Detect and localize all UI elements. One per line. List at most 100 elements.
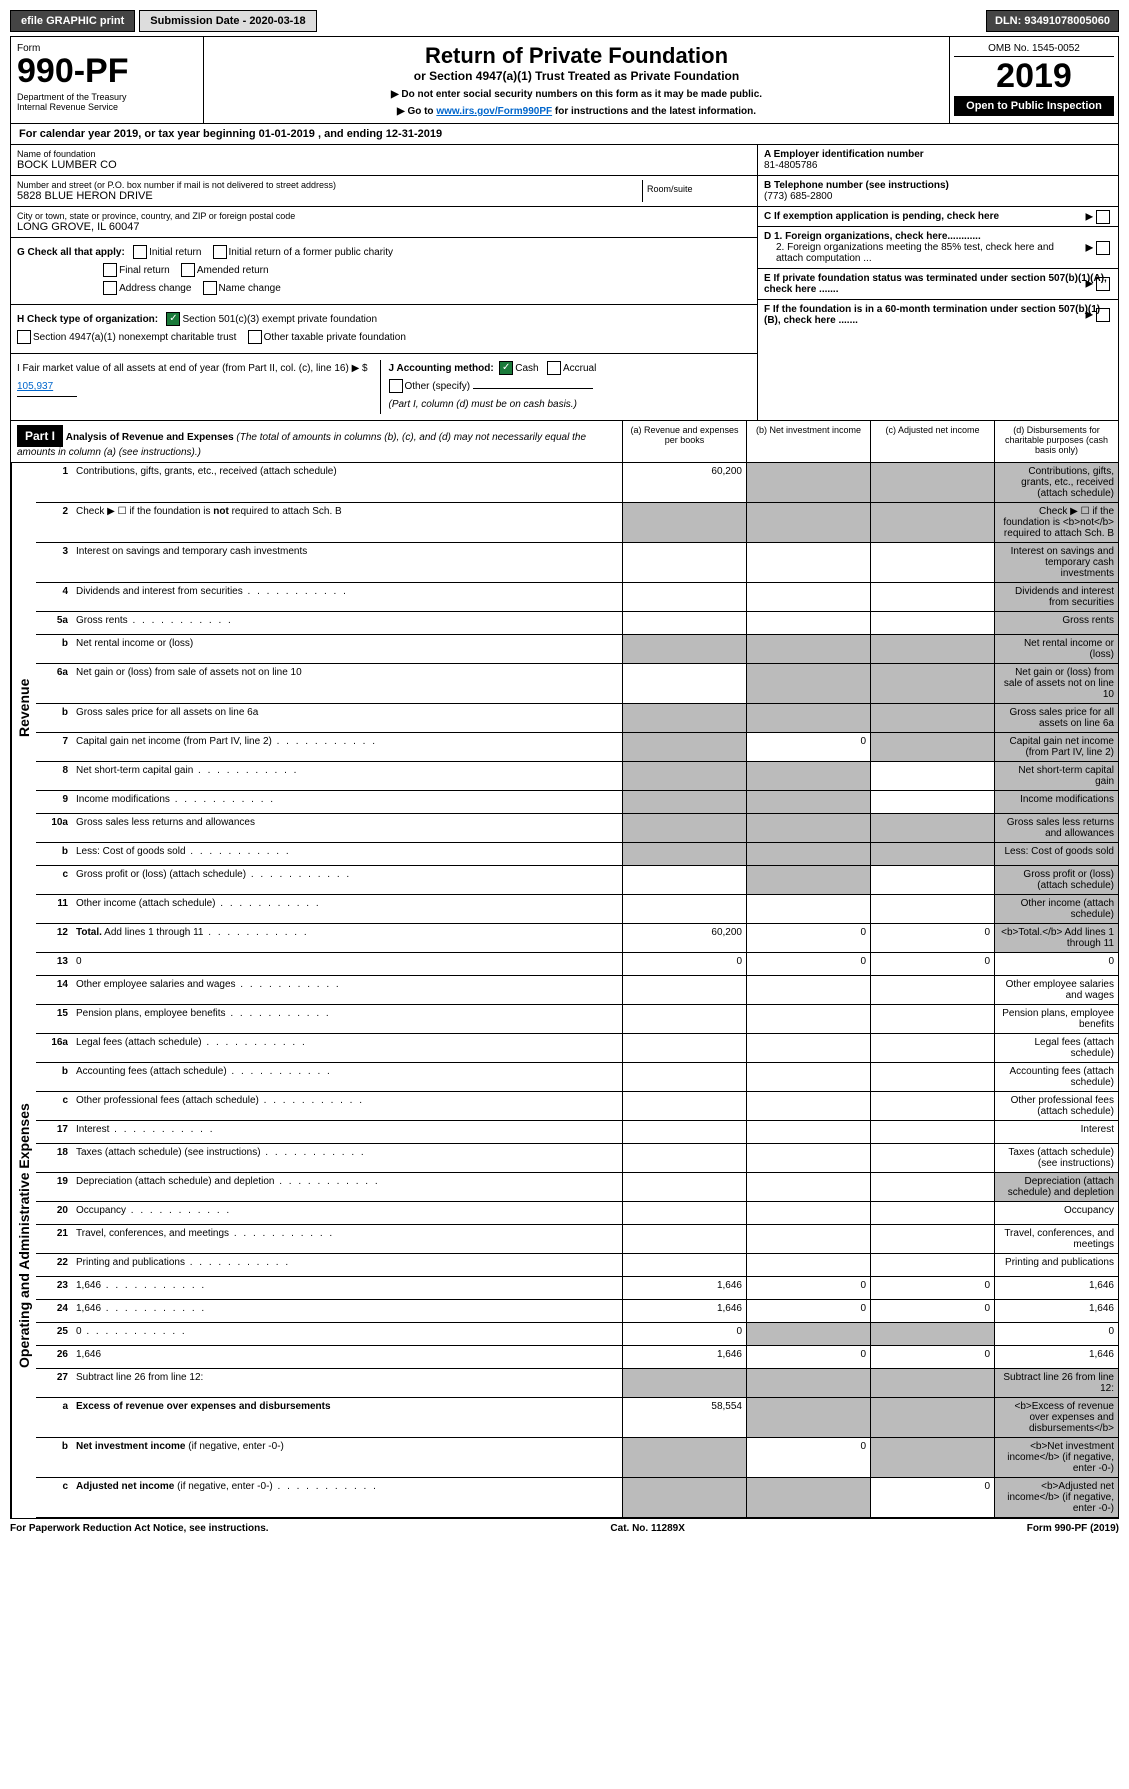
chk-final-return[interactable] xyxy=(103,263,117,277)
cell-a xyxy=(622,543,746,582)
chk-address-change[interactable] xyxy=(103,281,117,295)
cell-b xyxy=(746,635,870,663)
cell-d: Other professional fees (attach schedule… xyxy=(994,1092,1118,1120)
cell-b: 0 xyxy=(746,1277,870,1299)
cell-a xyxy=(622,1063,746,1091)
h-item-1: Section 501(c)(3) exempt private foundat… xyxy=(182,314,377,325)
row-num: 11 xyxy=(36,895,72,923)
section-g: G Check all that apply: Initial return I… xyxy=(11,238,757,305)
cell-b xyxy=(746,976,870,1004)
g-item-4: Address change xyxy=(119,283,191,294)
cell-d: 1,646 xyxy=(994,1346,1118,1368)
section-ij: I Fair market value of all assets at end… xyxy=(11,354,757,420)
cell-d: Net gain or (loss) from sale of assets n… xyxy=(994,664,1118,703)
cell-d: Net short-term capital gain xyxy=(994,762,1118,790)
chk-initial-return[interactable] xyxy=(133,245,147,259)
cell-a: 1,646 xyxy=(622,1346,746,1368)
chk-c[interactable] xyxy=(1096,210,1110,224)
j-accrual: Accrual xyxy=(563,363,596,374)
submission-date: Submission Date - 2020-03-18 xyxy=(139,10,316,32)
cell-c xyxy=(870,1225,994,1253)
chk-other-taxable[interactable] xyxy=(248,330,262,344)
row-desc: Gross profit or (loss) (attach schedule) xyxy=(72,866,622,894)
cell-c xyxy=(870,1173,994,1201)
e-label: E If private foundation status was termi… xyxy=(764,273,1107,295)
cell-d: Interest on savings and temporary cash i… xyxy=(994,543,1118,582)
footer-right: Form 990-PF (2019) xyxy=(1027,1523,1119,1534)
j-other: Other (specify) xyxy=(405,381,471,392)
chk-other-method[interactable] xyxy=(389,379,403,393)
table-row: 19Depreciation (attach schedule) and dep… xyxy=(36,1173,1118,1202)
g-label: G Check all that apply: xyxy=(17,247,125,258)
chk-f[interactable] xyxy=(1096,308,1110,322)
cell-c xyxy=(870,1369,994,1397)
chk-name-change[interactable] xyxy=(203,281,217,295)
cell-c xyxy=(870,1121,994,1143)
row-num: c xyxy=(36,1478,72,1517)
chk-501c3[interactable] xyxy=(166,312,180,326)
cell-a xyxy=(622,1121,746,1143)
row-desc: Accounting fees (attach schedule) xyxy=(72,1063,622,1091)
irs-link[interactable]: www.irs.gov/Form990PF xyxy=(436,106,552,117)
cell-a xyxy=(622,1005,746,1033)
cell-b xyxy=(746,1144,870,1172)
chk-4947[interactable] xyxy=(17,330,31,344)
g-item-3: Amended return xyxy=(197,265,269,276)
expenses-section: Operating and Administrative Expenses 13… xyxy=(10,953,1119,1519)
chk-amended[interactable] xyxy=(181,263,195,277)
row-num: 19 xyxy=(36,1173,72,1201)
row-num: b xyxy=(36,635,72,663)
ein-value: 81-4805786 xyxy=(764,160,817,171)
cell-b xyxy=(746,1092,870,1120)
table-row: 25000 xyxy=(36,1323,1118,1346)
row-num: 13 xyxy=(36,953,72,975)
cell-d: Gross sales price for all assets on line… xyxy=(994,704,1118,732)
chk-e[interactable] xyxy=(1096,277,1110,291)
cell-c xyxy=(870,1092,994,1120)
cell-c xyxy=(870,503,994,542)
cell-b xyxy=(746,1121,870,1143)
cell-b xyxy=(746,503,870,542)
chk-cash[interactable] xyxy=(499,361,513,375)
row-num: 25 xyxy=(36,1323,72,1345)
cell-b: 0 xyxy=(746,924,870,952)
table-row: 261,6461,646001,646 xyxy=(36,1346,1118,1369)
footer-left: For Paperwork Reduction Act Notice, see … xyxy=(10,1523,269,1534)
efile-button[interactable]: efile GRAPHIC print xyxy=(10,10,135,32)
row-num: 10a xyxy=(36,814,72,842)
row-num: 27 xyxy=(36,1369,72,1397)
row-num: 2 xyxy=(36,503,72,542)
cell-b xyxy=(746,1323,870,1345)
cell-c: 0 xyxy=(870,924,994,952)
cell-c xyxy=(870,583,994,611)
row-desc: Interest on savings and temporary cash i… xyxy=(72,543,622,582)
table-row: 12Total. Add lines 1 through 1160,20000<… xyxy=(36,924,1118,953)
cell-d: Gross profit or (loss) (attach schedule) xyxy=(994,866,1118,894)
section-h: H Check type of organization: Section 50… xyxy=(11,305,757,354)
chk-initial-former[interactable] xyxy=(213,245,227,259)
cell-c xyxy=(870,704,994,732)
row-num: b xyxy=(36,843,72,865)
row-desc: Contributions, gifts, grants, etc., rece… xyxy=(72,463,622,502)
row-num: 24 xyxy=(36,1300,72,1322)
cell-c xyxy=(870,1438,994,1477)
cell-d: Travel, conferences, and meetings xyxy=(994,1225,1118,1253)
cell-b xyxy=(746,843,870,865)
cell-d: <b>Total.</b> Add lines 1 through 11 xyxy=(994,924,1118,952)
chk-accrual[interactable] xyxy=(547,361,561,375)
row-desc: Taxes (attach schedule) (see instruction… xyxy=(72,1144,622,1172)
row-num: b xyxy=(36,1438,72,1477)
row-num: 21 xyxy=(36,1225,72,1253)
chk-d2[interactable] xyxy=(1096,241,1110,255)
cell-b xyxy=(746,791,870,813)
entity-info: Name of foundation BOCK LUMBER CO Number… xyxy=(10,145,1119,421)
row-num: a xyxy=(36,1398,72,1437)
cell-a: 0 xyxy=(622,1323,746,1345)
cell-a: 60,200 xyxy=(622,463,746,502)
cell-a xyxy=(622,866,746,894)
row-desc: 1,646 xyxy=(72,1277,622,1299)
phone-value: (773) 685-2800 xyxy=(764,191,832,202)
fmv-value[interactable]: 105,937 xyxy=(17,378,77,397)
table-row: 1300000 xyxy=(36,953,1118,976)
row-desc: Capital gain net income (from Part IV, l… xyxy=(72,733,622,761)
